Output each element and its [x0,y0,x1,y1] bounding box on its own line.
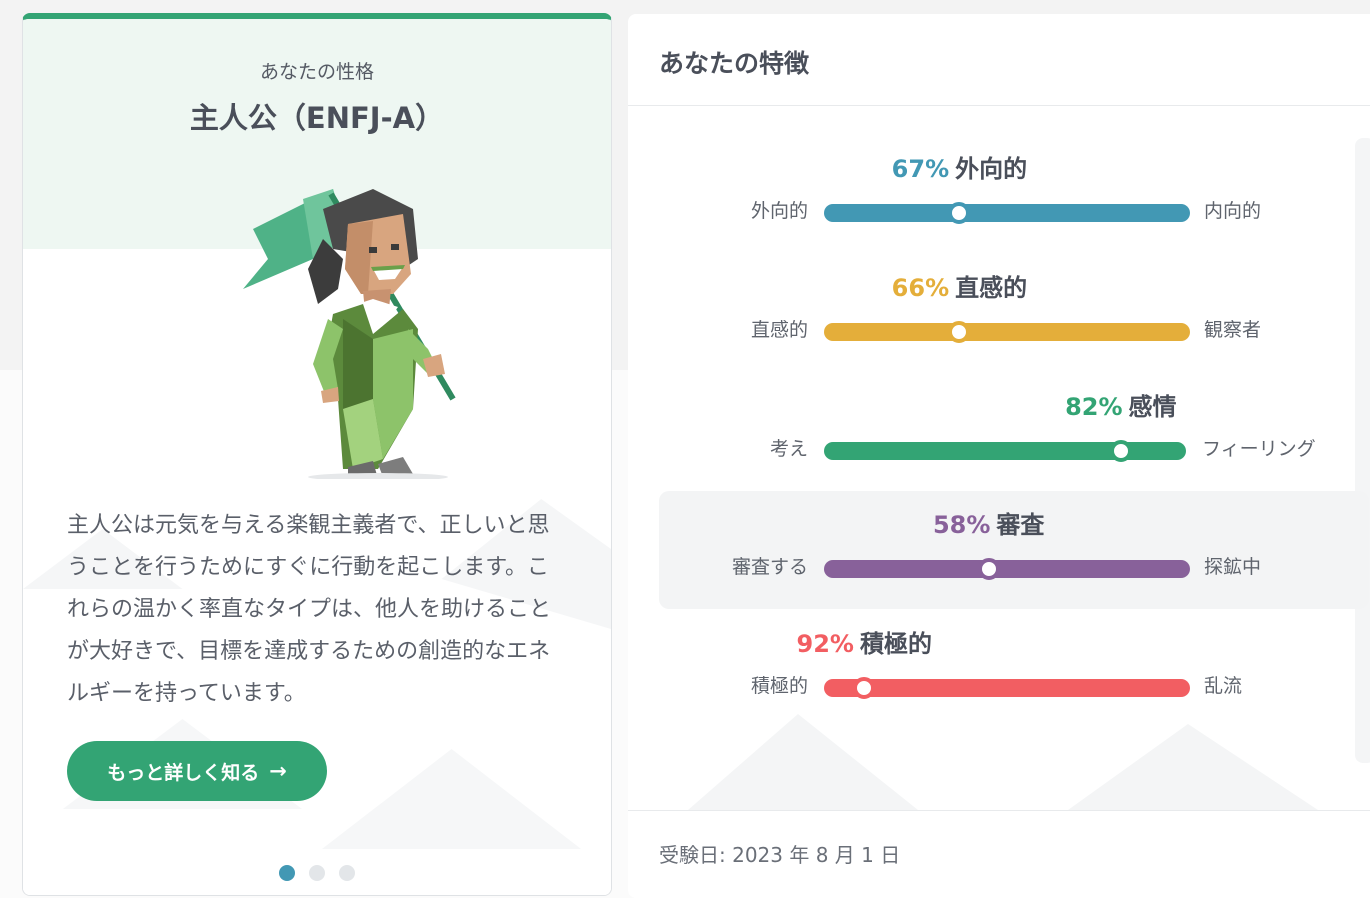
pager-dot-3[interactable] [339,865,355,881]
trait-left-pole: 審査する [731,556,808,578]
trait-left-pole: 積極的 [750,675,808,697]
personality-type-card: あなたの性格 主人公（ENFJ-A） 主人公は元気を与える楽観主義 [22,13,612,896]
trait-label: 直感的 [955,274,1028,302]
trait-left-pole: 考え [769,438,808,460]
trait-right-pole: フィーリング [1202,438,1316,460]
trait-bar[interactable] [824,202,1190,224]
trait-percent: 82% [1065,393,1123,421]
traits-panel-footer: 受験日: 2023 年 8 月 1 日 [628,810,1370,898]
trait-label: 感情 [1128,393,1177,421]
trait-slider-knob[interactable] [948,202,971,224]
trait-bar[interactable] [824,440,1186,462]
trait-slider-knob[interactable] [1109,440,1132,462]
trait-label: 審査 [996,511,1045,539]
pager-dot-1[interactable] [279,865,295,881]
trait-slider-knob[interactable] [853,677,876,699]
trait-percent: 67% [891,155,950,183]
trait-bar[interactable] [824,321,1190,343]
trait-slider-knob[interactable] [948,321,971,343]
trait-right-pole: 乱流 [1204,675,1243,697]
learn-more-button[interactable]: もっと詳しく知る → [67,741,327,801]
trait-left-pole: 外向的 [750,200,808,222]
personality-description: 主人公は元気を与える楽観主義者で、正しいと思うことを行うためにすぐに行動を起こし… [67,513,552,706]
protagonist-avatar-illustration [243,189,456,479]
trait-heading: 58% 審査 [933,505,1044,540]
trait-percent: 66% [891,274,950,302]
trait-slider-knob[interactable] [977,558,1000,580]
trait-label: 外向的 [955,155,1028,183]
trait-percent: 92% [796,630,854,658]
side-decoration [1355,138,1370,763]
test-date: 受験日: 2023 年 8 月 1 日 [659,843,901,867]
arrow-right-icon: → [269,759,287,783]
trait-label: 積極的 [859,630,932,658]
trait-percent: 58% [932,511,991,539]
trait-left-pole: 直感的 [750,319,808,341]
personality-type-title: 主人公（ENFJ-A） [189,101,445,135]
trait-right-pole: 内向的 [1204,200,1262,222]
trait-bar[interactable] [824,677,1190,699]
traits-panel-header: あなたの特徴 [628,14,1370,106]
pager-dot-2[interactable] [309,865,325,881]
trait-bar[interactable] [824,558,1190,580]
trait-right-pole: 探鉱中 [1204,556,1262,578]
traits-mountain-decoration [688,714,1318,810]
traits-panel: あなたの特徴 67% 外向的 外向的 内向的 66% 直感的 直感的 観察者 82% 感情 考え フィ… [628,14,1370,898]
trait-heading: 67% 外向的 [892,149,1027,184]
trait-heading: 66% 直感的 [892,268,1027,303]
card-subtitle: あなたの性格 [259,61,374,83]
carousel-pager [279,865,355,881]
trait-heading: 92% 積極的 [797,624,932,659]
learn-more-label: もっと詳しく知る [107,761,260,784]
trait-highlight-row [659,491,1369,609]
traits-panel-title: あなたの特徴 [659,49,810,78]
trait-right-pole: 観察者 [1204,319,1262,341]
trait-heading: 82% 感情 [1065,387,1176,422]
